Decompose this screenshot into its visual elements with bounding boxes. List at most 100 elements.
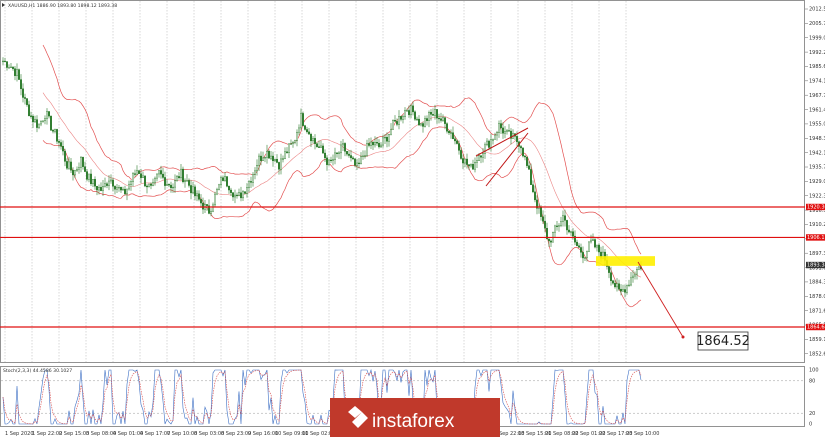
candle-body (556, 225, 559, 227)
candle-body (290, 143, 293, 145)
price-tick-label: 1859.10 (809, 337, 825, 343)
candle-body (398, 116, 401, 125)
candle-body (330, 159, 333, 162)
candle-body (89, 173, 92, 185)
candle-body (612, 280, 615, 284)
indicator-label: Stoch(2,3,3) 44.4586 30.1027 (3, 368, 72, 374)
candle-body (171, 186, 174, 189)
candle-body (310, 134, 313, 142)
candle-body (207, 205, 210, 214)
candle-body (392, 120, 395, 130)
time-tick-label: 2 Sep 15:00 (59, 431, 89, 437)
time-tick-label: 4 Sep 01:00 (113, 431, 143, 437)
candle-body (38, 123, 41, 128)
candle-body (404, 110, 407, 117)
stochastic-lines (2, 368, 642, 425)
candle-body (237, 192, 240, 196)
level-tag-label: 1864.64 (807, 325, 825, 331)
candle-body (542, 216, 545, 222)
candle-body (442, 117, 445, 121)
candle-body (40, 120, 43, 125)
candle-body (233, 194, 236, 198)
logo-mark-icon (348, 406, 368, 428)
candle-body (71, 169, 74, 176)
candle-body (165, 184, 168, 186)
candle-body (85, 171, 88, 180)
candle-body (584, 257, 587, 259)
candle-body (360, 156, 363, 164)
candle-body (358, 162, 361, 164)
candle-body (2, 60, 5, 63)
price-tick-label: 1897.30 (809, 251, 825, 257)
candle-body (105, 183, 108, 186)
candle-body (592, 239, 595, 241)
candle-body (586, 251, 589, 258)
candle-body (516, 136, 519, 142)
candle-body (488, 140, 491, 148)
candle-body (532, 184, 535, 193)
candle-body (372, 141, 375, 146)
candle-body (426, 118, 429, 121)
candle-body (352, 157, 355, 160)
candle-body (484, 144, 487, 154)
price-tick-label: 1985.60 (809, 64, 825, 70)
candle-body (101, 185, 104, 191)
candle-body (464, 158, 467, 164)
candle-body (211, 204, 214, 212)
candle-body (189, 185, 192, 194)
time-tick-label: 22 Sep 17:00 (599, 431, 632, 437)
candle-body (18, 69, 21, 80)
candle-body (205, 204, 208, 206)
candle-body (179, 168, 182, 179)
candle-body (580, 247, 583, 253)
candle-body (306, 129, 309, 133)
candle-body (550, 240, 553, 243)
candle-body (193, 186, 196, 197)
candle-body (526, 156, 529, 166)
time-tick-label: 21 Sep 08:00 (545, 431, 578, 437)
candle-body (9, 66, 12, 68)
candle-body (217, 184, 220, 190)
candle-body (490, 139, 493, 148)
candle-body (460, 150, 463, 159)
candle-body (163, 177, 166, 186)
candle-body (268, 151, 271, 159)
time-tick-label: 10 Sep 09:00 (275, 431, 308, 437)
candle-body (566, 220, 569, 231)
candle-body (588, 241, 591, 252)
time-tick-label: 11 Sep 02:00 (302, 431, 335, 437)
stoch-signal-line (2, 369, 642, 425)
candle-body (30, 115, 33, 117)
candle-body (243, 191, 246, 194)
candle-body (342, 143, 345, 146)
candle-body (36, 119, 39, 128)
candle-body (149, 183, 152, 186)
candle-body (87, 173, 90, 180)
candle-body (26, 98, 29, 105)
time-tick-label: 8 Sep 23:00 (221, 431, 251, 437)
candle-body (420, 123, 423, 126)
candle-body (320, 145, 323, 148)
candle-body (478, 155, 481, 161)
candle-body (316, 143, 319, 147)
candle-body (131, 173, 134, 182)
candle-body (506, 130, 509, 132)
candle-body (616, 283, 619, 288)
candle-body (52, 129, 55, 132)
candle-body (576, 241, 579, 246)
candle-body (370, 141, 373, 146)
candle-body (276, 159, 279, 163)
candle-body (256, 165, 259, 172)
candle-body (262, 157, 265, 161)
price-tick-label: 2012.55 (809, 7, 825, 13)
candle-body (213, 193, 216, 206)
candle-body (97, 187, 100, 191)
candle-body (454, 138, 457, 142)
logo-text: instaforex (372, 411, 455, 432)
wedge-trendline (475, 127, 529, 187)
price-tick-label: 1871.60 (809, 308, 825, 314)
candle-body (93, 179, 96, 187)
time-tick-label: 9 Sep 16:00 (248, 431, 278, 437)
candle-body (536, 199, 539, 209)
candle-body (231, 192, 234, 198)
